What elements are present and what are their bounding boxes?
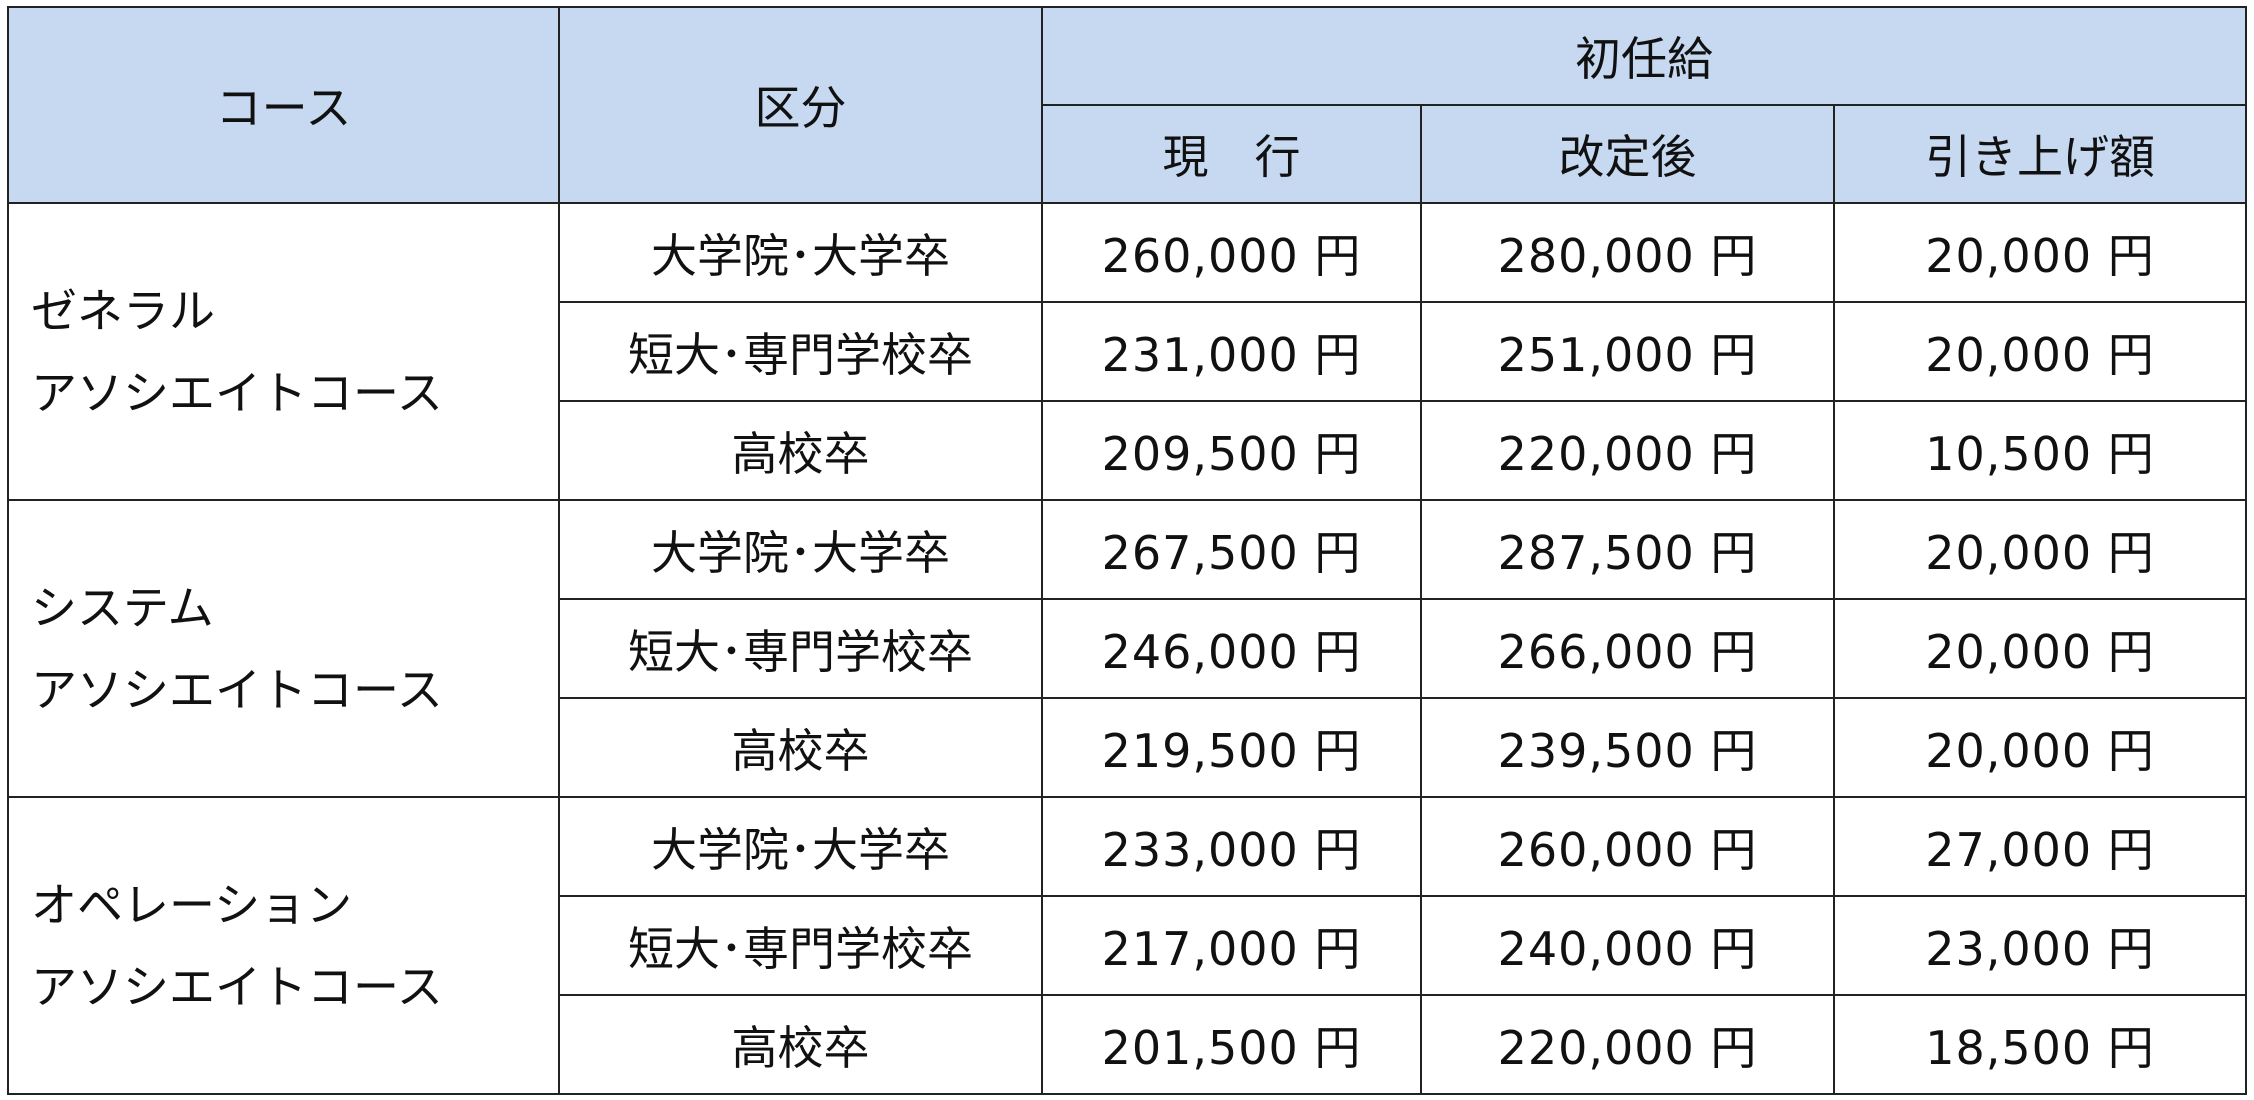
table-row: 短大･専門学校卒 217,000 円 240,000 円 23,000 円 (8, 895, 2248, 996)
current-cell: 260,000 円 (1041, 202, 1422, 303)
revised-cell: 280,000 円 (1420, 202, 1835, 303)
increase-cell: 18,500 円 (1832, 994, 2248, 1095)
header-starting-salary: 初任給 (1040, 6, 2248, 106)
course-name-line2: アソシエイトコース (31, 662, 443, 717)
table-row: 高校卒 201,500 円 220,000 円 18,500 円 (8, 994, 2248, 1095)
table-row: ゼネラル アソシエイトコース 大学院･大学卒 260,000 円 280,000 円 20… (7, 202, 2248, 501)
increase-cell: 23,000 円 (1832, 895, 2248, 996)
header-increase: 引き上げ額 (1832, 104, 2248, 204)
course-name-line2: アソシエイトコース (31, 959, 443, 1014)
increase-cell: 20,000 円 (1832, 499, 2248, 600)
header-course: コース (7, 6, 560, 204)
category-cell: 高校卒 (558, 994, 1043, 1095)
course-name-line1: オペレーション (31, 877, 353, 932)
category-cell: 高校卒 (558, 697, 1043, 798)
category-cell: 大学院･大学卒 (558, 796, 1043, 897)
increase-cell: 27,000 円 (1832, 796, 2248, 897)
category-cell: 高校卒 (558, 400, 1043, 501)
revised-cell: 220,000 円 (1420, 994, 1835, 1095)
current-cell: 231,000 円 (1041, 301, 1422, 402)
revised-cell: 260,000 円 (1420, 796, 1835, 897)
revised-cell: 220,000 円 (1420, 400, 1835, 501)
course-name: ゼネラルアソシエイトコース (7, 202, 560, 501)
current-cell: 233,000 円 (1041, 796, 1422, 897)
revised-cell: 266,000 円 (1420, 598, 1835, 699)
table-row: 短大･専門学校卒 231,000 円 251,000 円 20,000 円 (8, 301, 2248, 402)
table-row: システム アソシエイトコース 大学院･大学卒 267,500 円 287,500 円 20… (7, 499, 2248, 798)
course-name-line1: システム (31, 580, 214, 635)
increase-cell: 20,000 円 (1832, 598, 2248, 699)
category-cell: 短大･専門学校卒 (558, 301, 1043, 402)
header-current: 現 行 (1041, 104, 1422, 204)
revised-cell: 240,000 円 (1420, 895, 1835, 996)
increase-cell: 20,000 円 (1832, 301, 2248, 402)
increase-cell: 20,000 円 (1832, 202, 2248, 303)
course-name: オペレーションアソシエイトコース (7, 796, 560, 1095)
header-category: 区分 (558, 6, 1043, 204)
category-cell: 短大･専門学校卒 (558, 598, 1043, 699)
current-cell: 209,500 円 (1041, 400, 1422, 501)
current-cell: 219,500 円 (1041, 697, 1422, 798)
category-cell: 大学院･大学卒 (558, 202, 1043, 303)
table-row: オペレーション アソシエイトコース 大学院･大学卒 233,000 円 260,000 … (7, 796, 2248, 1095)
table-row: 高校卒 209,500 円 220,000 円 10,500 円 (8, 400, 2248, 501)
current-cell: 201,500 円 (1041, 994, 1422, 1095)
current-cell: 246,000 円 (1041, 598, 1422, 699)
current-cell: 217,000 円 (1041, 895, 1422, 996)
revised-cell: 251,000 円 (1420, 301, 1835, 402)
increase-cell: 10,500 円 (1832, 400, 2248, 501)
table-row: 短大･専門学校卒 246,000 円 266,000 円 20,000 円 (8, 598, 2248, 699)
revised-cell: 239,500 円 (1420, 697, 1835, 798)
current-cell: 267,500 円 (1041, 499, 1422, 600)
salary-table: コース 区分 初任給 現 行 改定後 引き上げ額 ゼネラル アソシエイトコース 大学… (7, 6, 2248, 1095)
revised-cell: 287,500 円 (1420, 499, 1835, 600)
category-cell: 短大･専門学校卒 (558, 895, 1043, 996)
course-name-line2: アソシエイトコース (31, 365, 443, 420)
header-revised: 改定後 (1420, 104, 1835, 204)
category-cell: 大学院･大学卒 (558, 499, 1043, 600)
increase-cell: 20,000 円 (1832, 697, 2248, 798)
course-name-line1: ゼネラル (31, 283, 215, 338)
course-name: システムアソシエイトコース (7, 499, 560, 798)
table-row: 高校卒 219,500 円 239,500 円 20,000 円 (8, 697, 2248, 798)
